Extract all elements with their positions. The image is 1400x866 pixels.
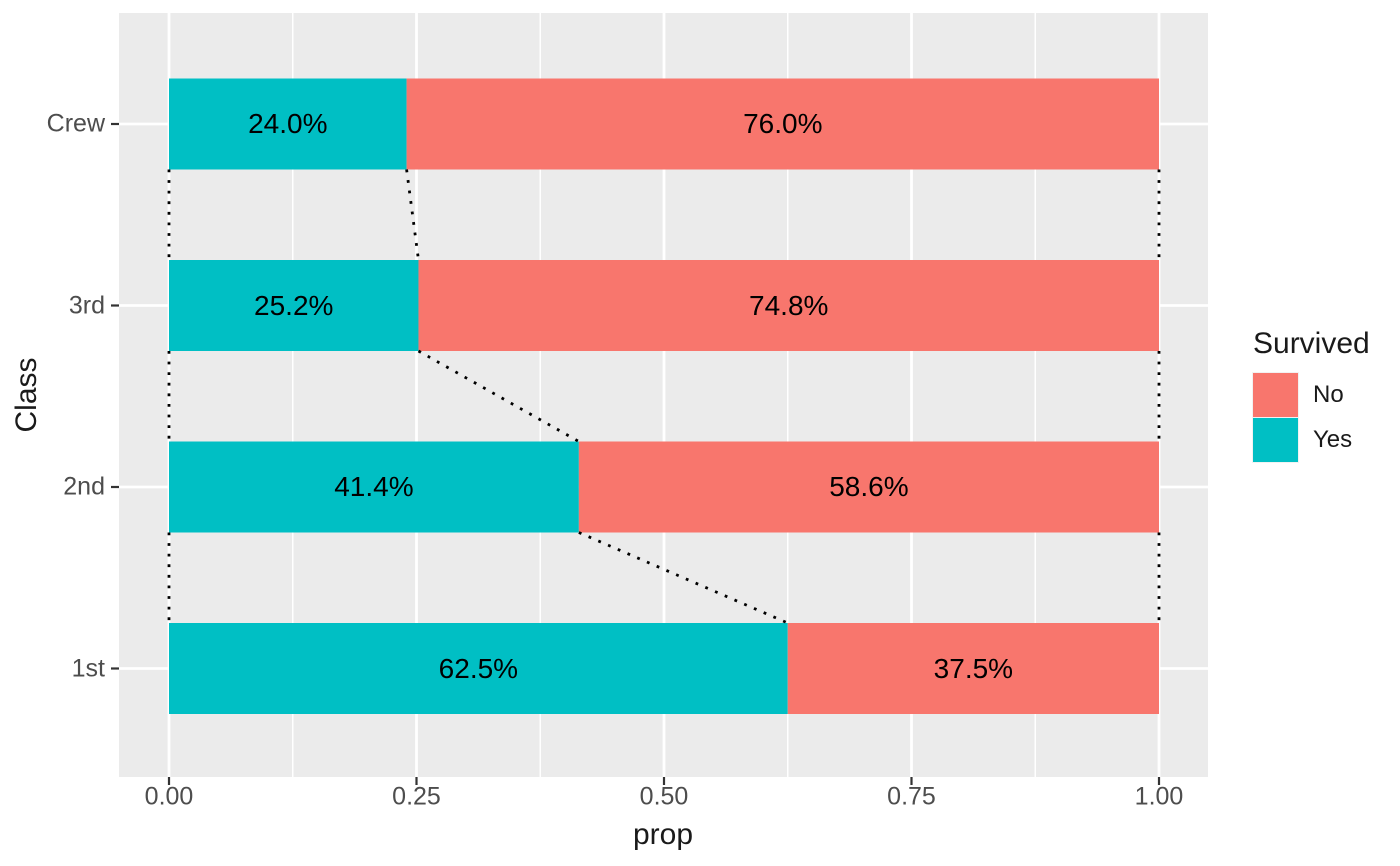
bar-1st-no	[787, 623, 1159, 714]
legend-label-no: No	[1313, 381, 1344, 408]
legend-entries: No Yes	[1253, 373, 1370, 462]
legend-swatch-no	[1253, 373, 1298, 417]
x-axis-title: prop	[632, 818, 694, 851]
bar-3rd-no	[418, 260, 1160, 351]
bar-crew-no	[406, 78, 1160, 170]
bar-2nd-no	[578, 441, 1159, 533]
connector-dotted	[417, 349, 580, 443]
legend-entry-yes: Yes	[1253, 418, 1370, 462]
legend-title: Survived	[1253, 327, 1370, 360]
legend-label-yes: Yes	[1313, 426, 1353, 453]
bar-2nd-yes	[169, 441, 579, 533]
legend-swatch-yes	[1253, 418, 1298, 462]
bar-crew-yes	[169, 78, 407, 170]
legend: Survived No Yes	[1253, 326, 1370, 463]
y-axis-title: Class	[10, 357, 43, 433]
connector-dotted	[405, 169, 420, 261]
bar-3rd-yes	[169, 260, 419, 351]
connector-dotted	[578, 531, 789, 625]
bar-1st-yes	[169, 623, 788, 714]
legend-entry-no: No	[1253, 373, 1370, 417]
